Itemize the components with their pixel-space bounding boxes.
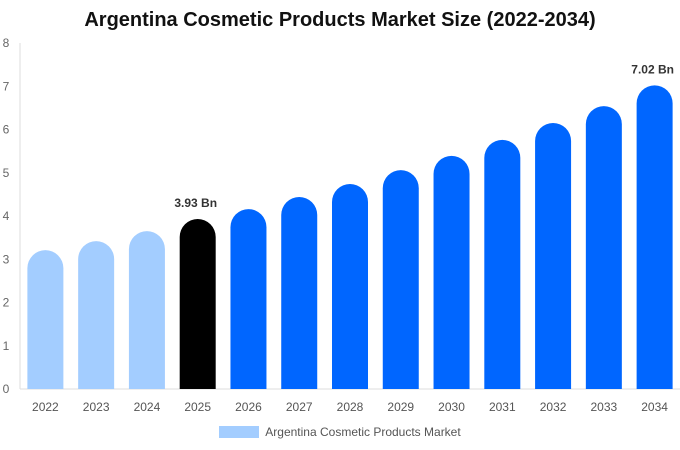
- x-tick-label: 2026: [235, 400, 262, 414]
- y-tick-label: 6: [3, 123, 10, 137]
- y-tick-label: 3: [3, 252, 10, 266]
- y-tick-label: 2: [3, 296, 10, 310]
- y-tick-label: 8: [3, 36, 10, 50]
- y-tick-label: 7: [3, 79, 10, 93]
- data-label: 3.93 Bn: [174, 196, 217, 210]
- x-tick-label: 2028: [337, 400, 364, 414]
- bar-2030: [433, 155, 470, 389]
- x-tick-label: 2033: [590, 400, 617, 414]
- x-tick-label: 2030: [438, 400, 465, 414]
- x-tick-label: 2024: [134, 400, 161, 414]
- bar-2032: [535, 123, 572, 389]
- x-tick-label: 2032: [540, 400, 567, 414]
- x-tick-label: 2031: [489, 400, 516, 414]
- x-tick-label: 2025: [184, 400, 211, 414]
- bar-2023: [78, 241, 115, 389]
- x-tick-label: 2023: [83, 400, 110, 414]
- x-tick-label: 2034: [641, 400, 668, 414]
- x-tick-label: 2027: [286, 400, 313, 414]
- bar-2024: [128, 231, 165, 389]
- legend: Argentina Cosmetic Products Market: [0, 425, 680, 439]
- x-tick-label: 2029: [387, 400, 414, 414]
- data-label: 7.02 Bn: [631, 62, 674, 76]
- bar-2026: [230, 209, 267, 389]
- bar-2027: [281, 196, 318, 389]
- y-tick-label: 4: [3, 209, 10, 223]
- bar-2029: [382, 170, 419, 389]
- bar-2025: [179, 219, 216, 389]
- legend-label: Argentina Cosmetic Products Market: [265, 425, 461, 439]
- legend-swatch: [219, 426, 260, 438]
- bar-2028: [332, 183, 368, 389]
- x-tick-label: 2022: [32, 400, 59, 414]
- bar-2034: [636, 85, 673, 389]
- y-tick-label: 5: [3, 166, 10, 180]
- y-tick-label: 1: [3, 339, 10, 353]
- y-tick-label: 0: [3, 382, 10, 396]
- chart-title: Argentina Cosmetic Products Market Size …: [84, 9, 596, 31]
- bar-2033: [585, 106, 622, 389]
- bar-2031: [484, 139, 521, 389]
- bar-2022: [27, 250, 64, 389]
